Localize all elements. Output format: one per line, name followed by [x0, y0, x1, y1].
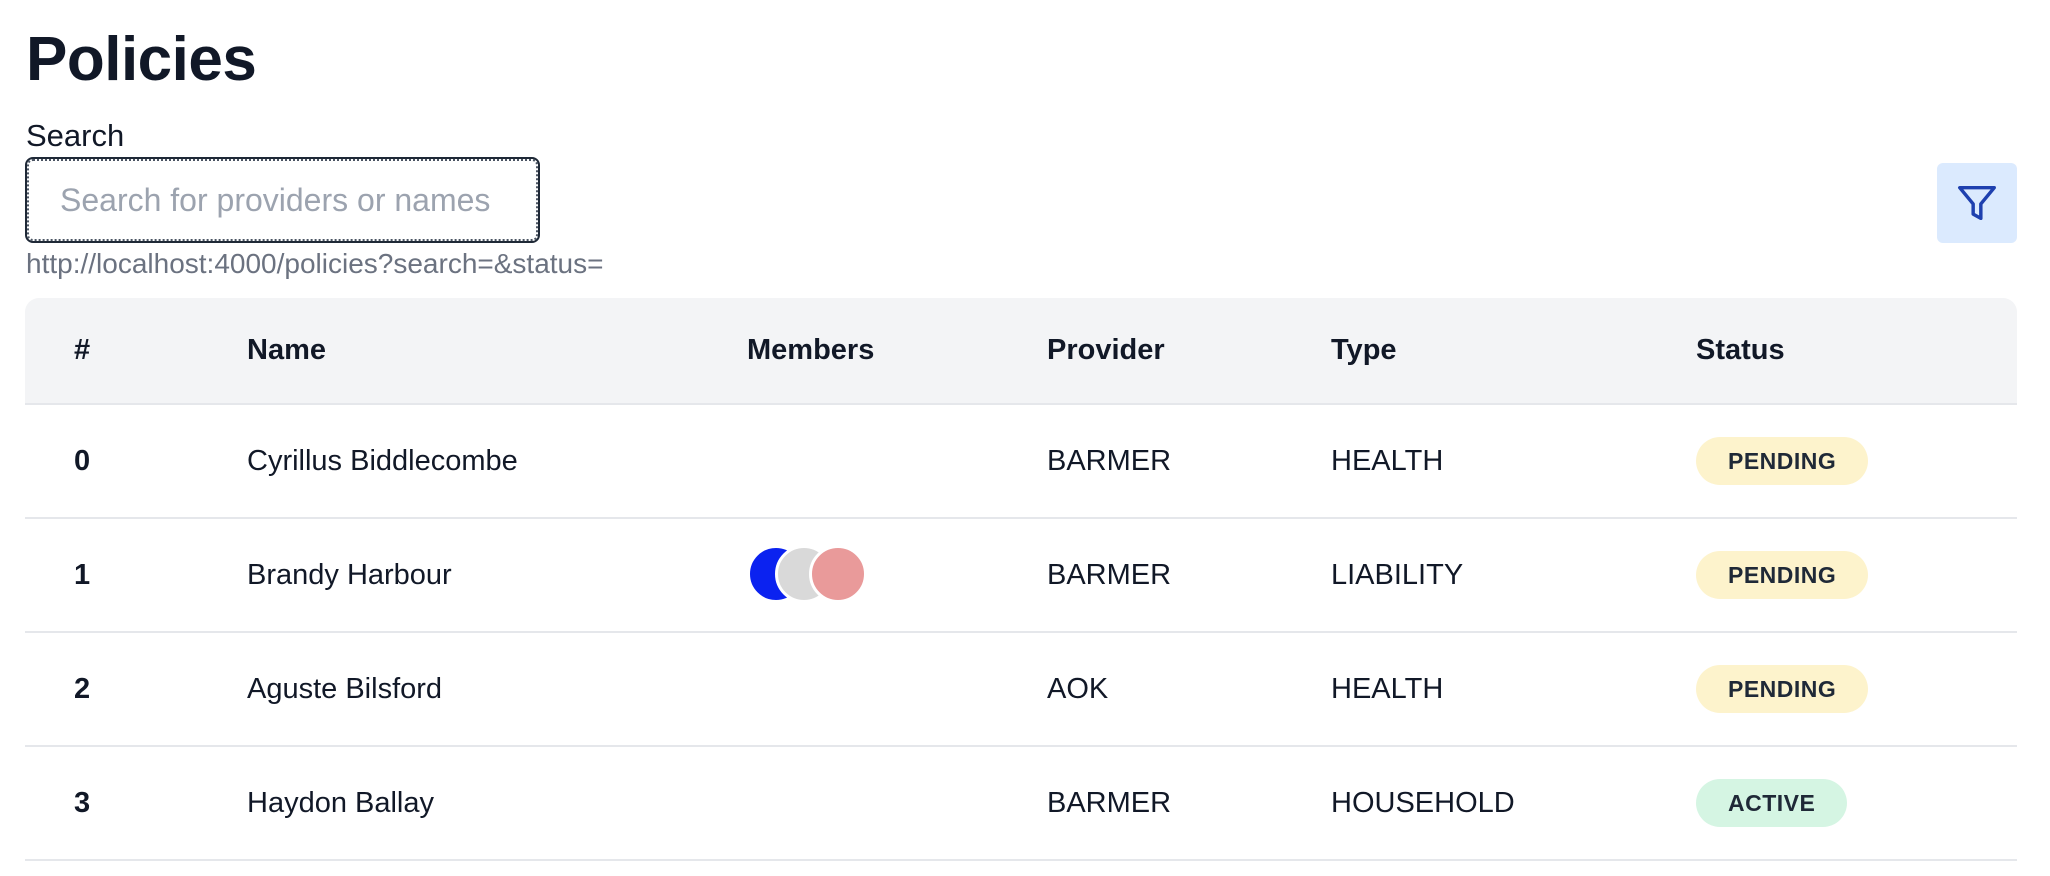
row-type: HEALTH [1331, 444, 1444, 477]
row-members [747, 632, 1047, 746]
row-provider: AOK [1047, 672, 1109, 705]
filter-button[interactable] [1937, 163, 2017, 243]
table-row[interactable]: 3 Haydon Ballay BARMER HOUSEHOLD ACTIVE [25, 746, 2017, 860]
header-name: Name [247, 298, 747, 405]
status-badge: ACTIVE [1696, 779, 1848, 827]
avatar [809, 545, 867, 603]
header-num: # [25, 298, 247, 405]
header-status: Status [1696, 298, 2017, 405]
status-badge: PENDING [1696, 551, 1869, 599]
page-title: Policies [26, 25, 257, 94]
row-type: HEALTH [1331, 672, 1444, 705]
row-provider: BARMER [1047, 558, 1172, 591]
table-row[interactable]: 2 Aguste Bilsford AOK HEALTH PENDING [25, 632, 2017, 746]
table-row[interactable]: 1 Brandy Harbour BARMER LIABILITY PENDIN… [25, 518, 2017, 632]
filter-icon [1958, 185, 1996, 221]
row-name: Aguste Bilsford [247, 672, 443, 705]
row-num: 1 [74, 558, 91, 591]
row-type: HOUSEHOLD [1331, 786, 1515, 819]
header-type: Type [1331, 298, 1696, 405]
row-type: LIABILITY [1331, 558, 1464, 591]
row-name: Brandy Harbour [247, 558, 452, 591]
policies-table: # Name Members Provider Type Status 0 Cy… [25, 298, 2017, 876]
search-label: Search [26, 118, 125, 153]
row-num: 3 [74, 786, 91, 819]
row-num: 2 [74, 672, 91, 705]
row-provider: BARMER [1047, 444, 1172, 477]
status-badge: PENDING [1696, 437, 1869, 485]
table-row[interactable]: 0 Cyrillus Biddlecombe BARMER HEALTH PEN… [25, 404, 2017, 518]
member-avatars [747, 545, 877, 605]
row-provider: BARMER [1047, 786, 1172, 819]
row-name: Haydon Ballay [247, 786, 434, 819]
row-num: 0 [74, 444, 91, 477]
url-text: http://localhost:4000/policies?search=&s… [26, 248, 604, 279]
row-name: Cyrillus Biddlecombe [247, 444, 518, 477]
header-members: Members [747, 298, 1047, 405]
table-header-row: # Name Members Provider Type Status [25, 298, 2017, 405]
search-input[interactable] [25, 157, 540, 243]
header-provider: Provider [1047, 298, 1331, 405]
row-members [747, 404, 1047, 518]
row-members [747, 518, 1047, 632]
row-members [747, 746, 1047, 860]
status-badge: PENDING [1696, 665, 1869, 713]
